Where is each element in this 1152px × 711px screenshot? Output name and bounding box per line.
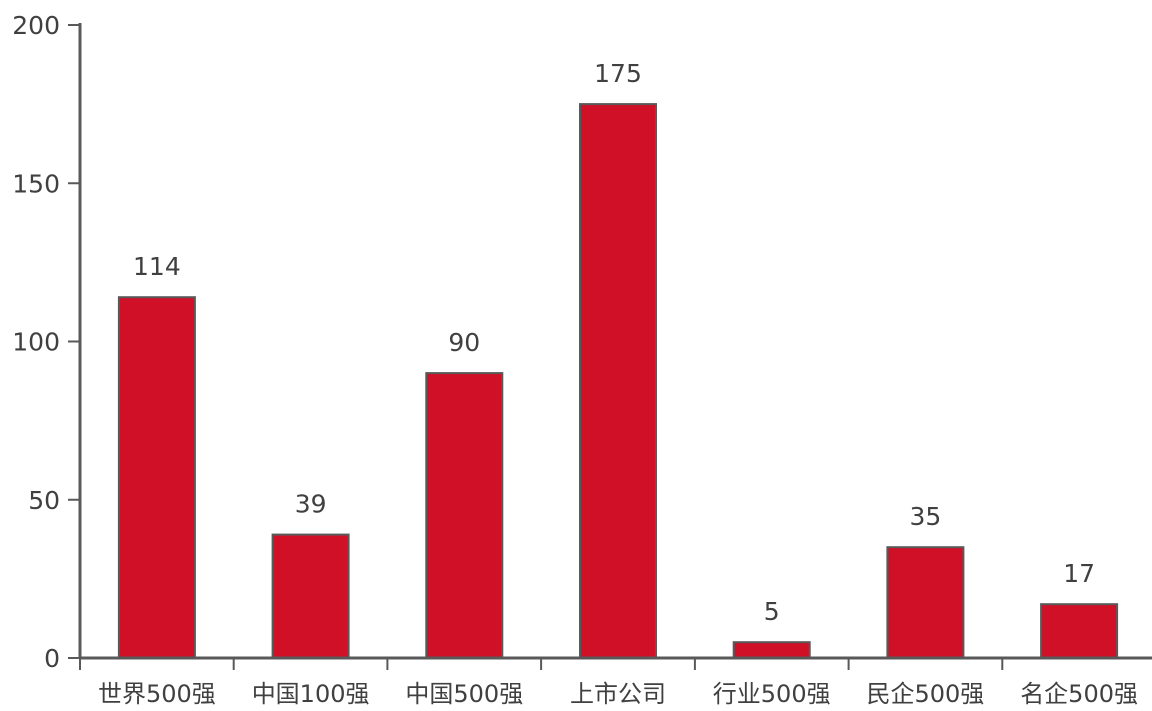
data-labels-layer: 114 39 90 175 5 35 17	[133, 59, 1095, 626]
bar-5	[886, 546, 965, 660]
category-label-1: 中国100强	[252, 680, 370, 708]
category-label-6: 名企500强	[1020, 680, 1138, 708]
bar-2	[425, 372, 504, 659]
bar-6	[1040, 603, 1119, 660]
data-label-0: 114	[133, 252, 181, 281]
category-label-5: 民企500强	[866, 680, 984, 708]
y-tick-label-0: 0	[44, 644, 60, 673]
data-label-2: 90	[448, 328, 480, 357]
category-label-0: 世界500强	[98, 680, 216, 708]
data-label-6: 17	[1063, 559, 1095, 588]
y-tick-label-4: 200	[12, 11, 60, 40]
y-tick-label-2: 100	[12, 328, 60, 357]
y-tick-label-1: 50	[28, 486, 60, 515]
bar-1	[271, 533, 350, 659]
data-label-3: 175	[594, 59, 642, 88]
data-label-1: 39	[295, 490, 327, 519]
category-label-4: 行业500强	[713, 680, 831, 708]
data-label-5: 35	[909, 502, 941, 531]
bar-0	[117, 296, 196, 659]
category-label-2: 中国500强	[405, 680, 523, 708]
bar-3	[579, 103, 657, 660]
axes-layer: 世界500强 中国100强 中国500强 上市公司 行业500强 民企500强 名企500强…	[12, 11, 1152, 708]
category-label-3: 上市公司	[570, 680, 666, 708]
y-tick-label-3: 150	[12, 169, 60, 198]
bar-4	[732, 641, 811, 660]
bars-layer	[117, 103, 1119, 660]
data-label-4: 5	[764, 597, 780, 626]
